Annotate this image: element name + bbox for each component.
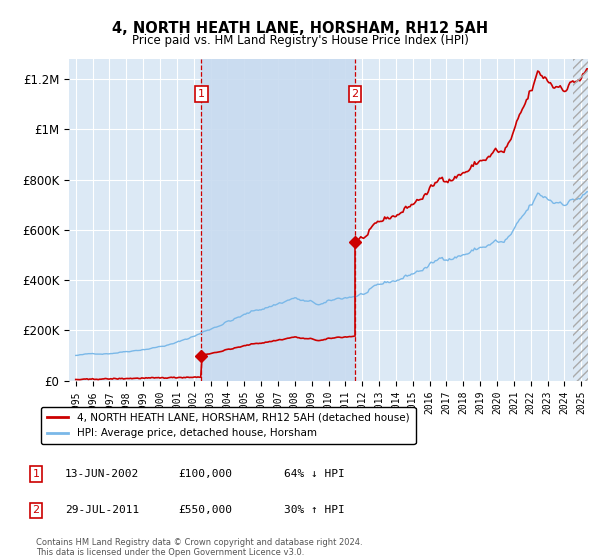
Text: Contains HM Land Registry data © Crown copyright and database right 2024.
This d: Contains HM Land Registry data © Crown c… (36, 538, 362, 557)
Legend: 4, NORTH HEATH LANE, HORSHAM, RH12 5AH (detached house), HPI: Average price, det: 4, NORTH HEATH LANE, HORSHAM, RH12 5AH (… (41, 407, 415, 445)
Text: £550,000: £550,000 (179, 505, 233, 515)
Text: 2: 2 (32, 505, 40, 515)
Text: 64% ↓ HPI: 64% ↓ HPI (284, 469, 345, 479)
Text: Price paid vs. HM Land Registry's House Price Index (HPI): Price paid vs. HM Land Registry's House … (131, 34, 469, 46)
Bar (573, 59, 590, 381)
Text: 1: 1 (198, 89, 205, 99)
Text: 30% ↑ HPI: 30% ↑ HPI (284, 505, 345, 515)
Bar (201, 59, 355, 381)
Text: £100,000: £100,000 (179, 469, 233, 479)
Text: 4, NORTH HEATH LANE, HORSHAM, RH12 5AH: 4, NORTH HEATH LANE, HORSHAM, RH12 5AH (112, 21, 488, 36)
Text: 29-JUL-2011: 29-JUL-2011 (65, 505, 139, 515)
Text: 13-JUN-2002: 13-JUN-2002 (65, 469, 139, 479)
Text: 1: 1 (32, 469, 40, 479)
Text: 2: 2 (352, 89, 359, 99)
